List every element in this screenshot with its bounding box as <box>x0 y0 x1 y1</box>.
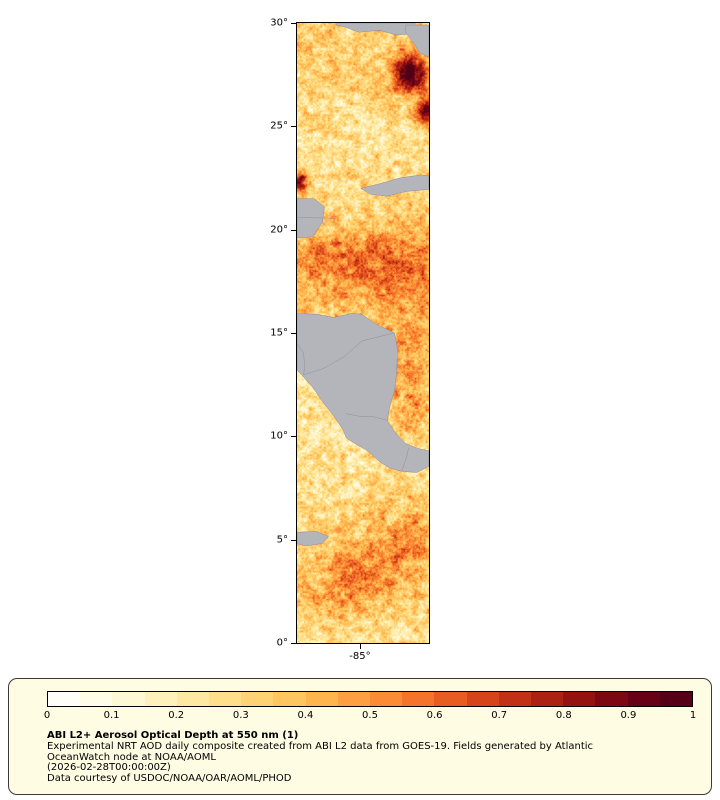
lat-tick-mark <box>291 643 296 644</box>
colorbar-tick-label: 0.2 <box>168 710 185 721</box>
colorbar-segment <box>176 692 210 706</box>
lat-tick-mark <box>291 539 296 541</box>
colorbar-segment <box>466 692 499 706</box>
colorbar-segment <box>595 692 628 706</box>
legend-title: ABI L2+ Aerosol Optical Depth at 550 nm … <box>47 730 299 741</box>
legend-text-block: ABI L2+ Aerosol Optical Depth at 550 nm … <box>47 730 647 785</box>
colorbar <box>47 691 693 707</box>
colorbar-segment <box>498 692 532 706</box>
lat-tick-label: 30° <box>270 17 288 29</box>
lat-tick-label: 10° <box>270 430 288 442</box>
lat-tick-mark <box>291 229 296 231</box>
lat-tick-mark <box>291 333 296 334</box>
legend-panel: 0 0.1 0.2 0.3 0.4 0.5 0.6 0.7 0.8 0.9 1 ABI L2+ Ae… <box>8 678 712 795</box>
colorbar-tick-label: 0.7 <box>491 710 508 721</box>
colorbar-tick-labels: 0 0.1 0.2 0.3 0.4 0.5 0.6 0.7 0.8 0.9 1 <box>43 710 697 723</box>
colorbar-segment <box>48 692 81 706</box>
colorbar-tick-label: 0.4 <box>297 710 314 721</box>
legend-description: Experimental NRT AOD daily composite cre… <box>47 740 594 763</box>
colorbar-tick-label: 0.3 <box>232 710 249 721</box>
colorbar-segment <box>305 692 338 706</box>
colorbar-segment <box>563 692 596 706</box>
colorbar-segment <box>80 692 113 706</box>
aod-map-canvas <box>297 23 429 643</box>
colorbar-segment <box>337 692 371 706</box>
colorbar-segment <box>402 692 435 706</box>
lat-tick-label: 15° <box>270 327 288 339</box>
lat-tick-label: 5° <box>276 534 288 546</box>
colorbar-tick-label: 0 <box>43 710 51 721</box>
colorbar-tick-label: 0.5 <box>362 710 378 721</box>
lat-tick-mark <box>291 126 296 128</box>
colorbar-segment <box>209 692 242 706</box>
colorbar-tick-label: 0.9 <box>620 710 637 721</box>
lat-tick-label: 25° <box>270 120 288 132</box>
lat-tick-mark <box>291 436 296 438</box>
colorbar-tick-label: 0.8 <box>555 710 572 721</box>
legend-timestamp: (2026-02-28T00:00:00Z) <box>47 762 171 774</box>
lon-tick-label: -85° <box>349 651 371 662</box>
colorbar-segment <box>370 692 403 706</box>
colorbar-segment <box>434 692 467 706</box>
lat-tick-mark <box>291 23 296 24</box>
colorbar-segment <box>241 692 274 706</box>
colorbar-segment <box>531 692 564 706</box>
colorbar-tick-label: 1 <box>689 710 697 721</box>
colorbar-segment <box>112 692 145 706</box>
colorbar-tick-label: 0.6 <box>426 710 443 721</box>
lat-tick-label: 0° <box>276 637 288 649</box>
lat-tick-label: 20° <box>270 224 288 236</box>
legend-courtesy: Data courtesy of USDOC/NOAA/OAR/AOML/PHO… <box>47 773 292 785</box>
lon-tick-mark <box>359 644 361 649</box>
colorbar-segment <box>659 692 693 706</box>
colorbar-segment <box>273 692 306 706</box>
colorbar-segment <box>627 692 660 706</box>
map-panel: 30° 25° 20° 15° 10° 5° 0° -85° <box>270 18 430 662</box>
colorbar-tick-label: 0.1 <box>103 710 120 721</box>
colorbar-segment <box>144 692 177 706</box>
